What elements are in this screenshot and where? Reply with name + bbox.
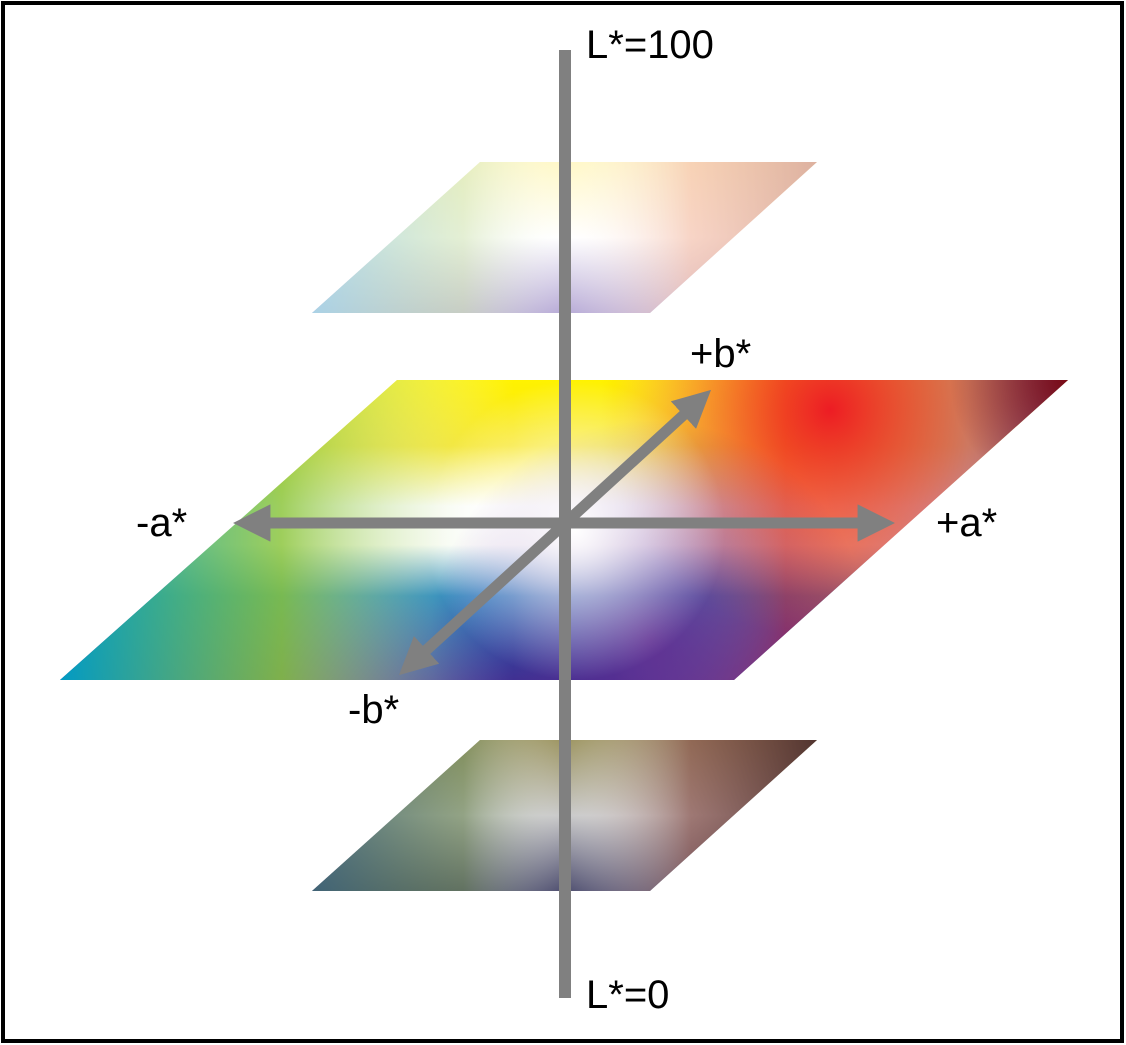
l-max-label: L*=100 [586,23,714,67]
minus-a-label: -a* [136,501,187,545]
plus-b-label: +b* [690,332,751,376]
plus-a-label: +a* [936,501,997,545]
l-min-label: L*=0 [586,973,669,1017]
minus-b-label: -b* [348,688,399,732]
b-axis [398,389,712,676]
